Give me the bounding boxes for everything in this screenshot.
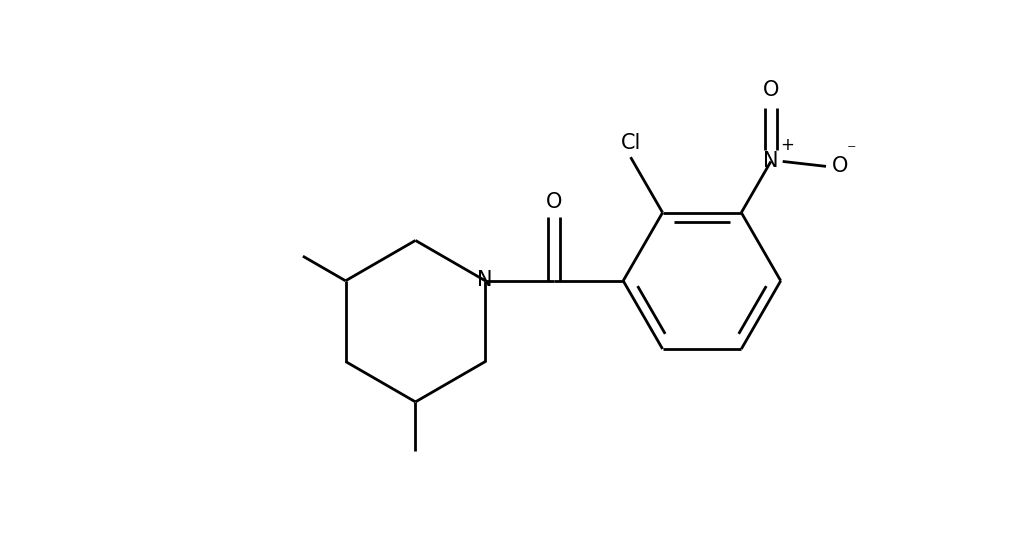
Text: N: N xyxy=(476,270,492,290)
Text: Cl: Cl xyxy=(620,133,640,153)
Text: O: O xyxy=(546,192,563,212)
Text: O: O xyxy=(762,80,779,100)
Text: O: O xyxy=(832,157,848,176)
Text: +: + xyxy=(781,136,794,154)
Text: N: N xyxy=(764,152,779,172)
Text: ⁻: ⁻ xyxy=(847,142,856,160)
